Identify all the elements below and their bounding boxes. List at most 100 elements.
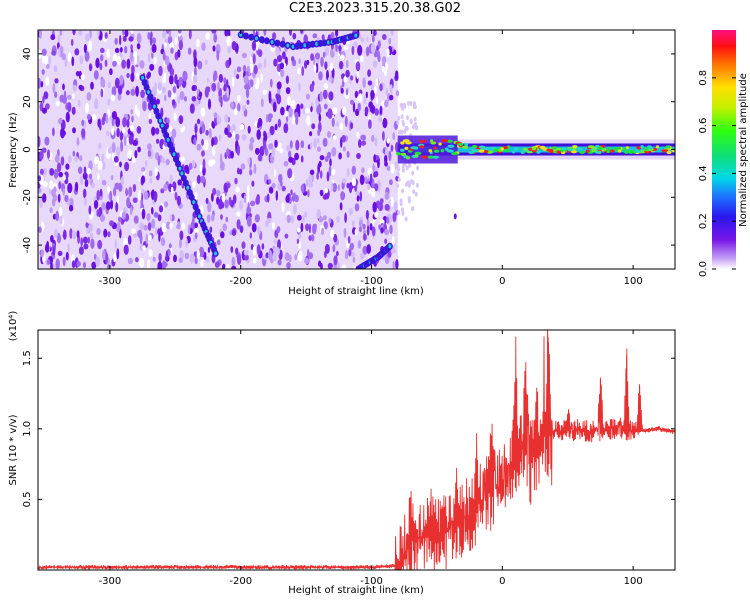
noise-blob (290, 189, 293, 196)
haze-blob (411, 170, 415, 176)
colorbar-label: Normalized spectral amplitude (738, 73, 749, 227)
noise-blob (320, 56, 324, 67)
noise-blob (148, 170, 153, 177)
noise-blob (365, 46, 370, 57)
noise-blob (301, 66, 305, 76)
noise-blob (62, 95, 67, 104)
noise-blob (83, 188, 87, 199)
noise-blob (114, 37, 118, 45)
top-track (303, 43, 307, 48)
noise-blob (350, 99, 354, 105)
descending-track (166, 137, 170, 142)
noise-blob (317, 137, 320, 144)
noise-blob (276, 226, 281, 234)
noise-blob (268, 90, 272, 102)
noise-blob (151, 86, 157, 97)
noise-blob (375, 78, 379, 87)
noise-blob (331, 117, 335, 128)
noise-blob (91, 261, 97, 269)
noise-blob (297, 67, 302, 75)
noise-blob (339, 60, 344, 70)
noise-blob (353, 41, 358, 48)
noise-blob (88, 223, 94, 232)
carrier-blob (536, 150, 541, 154)
haze-blob (400, 129, 404, 135)
noise-blob (79, 55, 84, 65)
noise-blob (364, 106, 369, 115)
noise-blob (356, 61, 360, 71)
noise-blob (318, 217, 324, 223)
carrier-blob (503, 146, 508, 150)
noise-blob (78, 30, 83, 36)
noise-blob (160, 237, 166, 246)
noise-blob (372, 60, 378, 68)
noise-blob (323, 82, 329, 90)
noise-blob (257, 49, 263, 58)
carrier-blob (591, 149, 596, 153)
carrier-blob (503, 149, 510, 153)
noise-blob (392, 261, 395, 269)
noise-blob (54, 78, 59, 84)
noise-blob (211, 121, 216, 129)
noise-blob (79, 175, 84, 185)
chart-title: C2E3.2023.315.20.38.G02 (288, 1, 462, 16)
noise-blob (379, 219, 385, 225)
noise-blob (44, 136, 50, 146)
noise-blob (72, 150, 76, 157)
carrier-blob (438, 142, 442, 146)
carrier-blob (624, 150, 629, 154)
noise-blob (395, 259, 399, 269)
carrier-blob (414, 151, 422, 155)
noise-blob (390, 163, 395, 174)
noise-blob (331, 168, 336, 176)
noise-blob (127, 235, 132, 245)
noise-blob (260, 73, 263, 83)
noise-blob (162, 30, 167, 39)
noise-blob (178, 257, 183, 263)
noise-blob (332, 135, 337, 141)
noise-blob (156, 98, 160, 105)
noise-blob (124, 30, 129, 37)
noise-blob (223, 83, 227, 92)
noise-blob (338, 152, 342, 160)
haze-blob (405, 181, 408, 187)
noise-blob (99, 121, 102, 131)
noise-blob (126, 197, 130, 208)
noise-blob (249, 169, 253, 176)
noise-blob (200, 107, 206, 117)
haze-blob (402, 121, 405, 127)
noise-blob (247, 202, 250, 213)
noise-blob (350, 122, 354, 130)
noise-blob (226, 35, 232, 47)
noise-blob (85, 102, 89, 114)
noise-blob (322, 137, 328, 147)
noise-blob (298, 58, 301, 64)
noise-blob (350, 251, 355, 257)
noise-blob (372, 163, 375, 173)
noise-blob (365, 209, 369, 220)
carrier-blob (635, 149, 642, 153)
noise-blob (129, 52, 134, 62)
carrier-blob (661, 149, 669, 153)
carrier-blob (484, 147, 491, 151)
noise-blob (220, 231, 225, 239)
noise-blob (67, 102, 72, 113)
carrier-blob (572, 145, 578, 149)
noise-blob (128, 134, 134, 145)
noise-blob (97, 160, 103, 171)
noise-blob (163, 201, 169, 208)
noise-blob (372, 30, 377, 36)
noise-blob (125, 90, 130, 96)
noise-blob (49, 207, 53, 214)
noise-blob (253, 64, 258, 75)
noise-blob (300, 140, 305, 149)
noise-blob (201, 123, 206, 133)
noise-blob (352, 256, 356, 263)
noise-blob (193, 56, 198, 68)
noise-blob (250, 79, 254, 87)
heatmap-x-tick-label: 0 (499, 276, 505, 287)
noise-blob (57, 34, 61, 43)
noise-blob (169, 222, 173, 230)
noise-blob (191, 85, 195, 92)
noise-blob (148, 112, 151, 119)
